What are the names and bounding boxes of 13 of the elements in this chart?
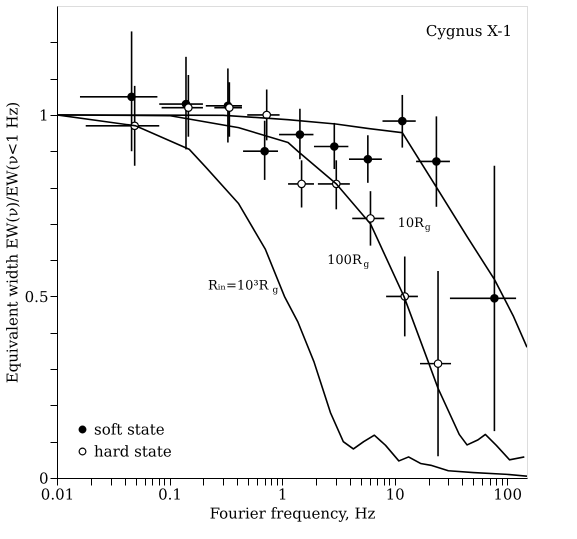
x-tick-label: 10 [386,486,405,504]
y-tick-label: 0.5 [24,288,48,306]
legend-label: soft state [94,420,165,438]
x-tick-label: 100 [493,486,522,504]
text: Cygnus X-1 [426,22,512,40]
y-tick-label: 1 [38,106,48,124]
x-tick-label: 0.1 [158,486,182,504]
y-tick-label: 0 [38,470,48,488]
x-tick-label: 1 [278,486,288,504]
x-tick-label: 0.01 [40,486,74,504]
y-axis-title: Equivalent width EW(ν)/EW(ν<1 Hz) [4,102,22,384]
x-axis-title: Fourier frequency, Hz [210,504,376,522]
legend-label: hard state [94,442,172,460]
